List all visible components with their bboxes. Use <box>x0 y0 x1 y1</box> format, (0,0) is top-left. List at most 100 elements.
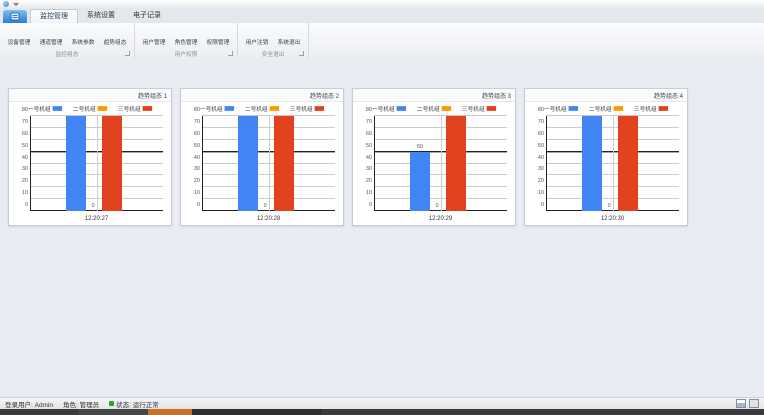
bar-value-label: 0 <box>435 203 439 209</box>
group-label: 安全退出 <box>261 51 285 58</box>
legend-item: 一号机组 <box>199 104 235 113</box>
y-tick-label: 10 <box>193 190 200 197</box>
legend-label: 二号机组 <box>416 106 440 113</box>
ribbon-button-trend-chart[interactable]: 趋势组态 <box>99 24 131 48</box>
y-tick-label: 50 <box>537 142 544 149</box>
exit-icon <box>282 25 297 39</box>
dialog-launcher-icon[interactable] <box>125 51 130 56</box>
main-content: 趋势组态 1 一号机组 二号机组 三号机组 0 10 20 30 40 50 60 70 80 0 12:2… <box>0 58 764 398</box>
y-tick-label: 0 <box>196 202 200 208</box>
y-tick-label: 40 <box>21 154 28 161</box>
y-tick-label: 70 <box>21 118 28 125</box>
x-axis-label: 12:20:30 <box>600 216 625 222</box>
bar-series-1 <box>581 116 602 211</box>
ribbon-button-label: 系统参数 <box>71 40 95 46</box>
legend-swatch <box>441 105 452 111</box>
ribbon-group-3: 用户注销 系统退出安全退出 <box>238 23 309 58</box>
ribbon-button-label: 用户注销 <box>245 40 269 46</box>
bar-value-label: 50 <box>416 143 423 150</box>
y-axis <box>546 116 547 211</box>
y-tick-label: 80 <box>193 107 200 113</box>
bar-series-3 <box>101 116 122 211</box>
file-button[interactable] <box>3 10 27 23</box>
y-tick-label: 30 <box>193 166 200 173</box>
bar-value-label: 0 <box>263 203 267 209</box>
group-label: 用户权限 <box>174 51 198 58</box>
list-toggle-icon[interactable] <box>749 399 759 408</box>
gridline <box>30 115 163 116</box>
y-tick-label: 20 <box>537 178 544 185</box>
bar-series-1 <box>65 116 86 211</box>
legend-item: 三号机组 <box>118 104 153 112</box>
ribbon-button-exit[interactable]: 系统退出 <box>273 24 305 48</box>
legend-swatch <box>658 105 669 111</box>
user-logout-icon <box>250 25 265 39</box>
ribbon-group-2: 用户管理 角色管理 权限管理 用户权限 <box>135 23 238 58</box>
y-tick-label: 80 <box>21 107 28 113</box>
dialog-launcher-icon[interactable] <box>228 51 233 56</box>
ribbon-button-topology[interactable]: 通道管理 <box>35 24 67 48</box>
ribbon-button-devices[interactable]: 设备管理 <box>3 24 35 48</box>
tab-1[interactable]: 监控管理 <box>30 9 78 23</box>
tab-3[interactable]: 电子记录 <box>133 12 161 19</box>
layout-toggle-icon[interactable] <box>736 399 746 408</box>
chart-panel-2: 趋势组态 2 一号机组 二号机组 三号机组 0 10 20 30 40 50 60 70 80 0 12:2… <box>180 88 344 226</box>
chart-plot: 0 10 20 30 40 50 60 70 80 0 12:20:30 <box>538 107 679 222</box>
chart-legend: 一号机组 二号机组 三号机组 <box>9 102 171 114</box>
legend-label: 一号机组 <box>371 106 395 113</box>
legend-item: 二号机组 <box>589 104 624 112</box>
y-tick-label: 0 <box>540 202 544 208</box>
ribbon-button-permission[interactable]: 权限管理 <box>202 24 234 48</box>
y-tick-label: 50 <box>193 142 200 149</box>
charts-row: 趋势组态 1 一号机组 二号机组 三号机组 0 10 20 30 40 50 60 70 80 0 12:2… <box>0 58 764 226</box>
permission-icon <box>211 25 226 39</box>
legend-label: 二号机组 <box>72 106 96 113</box>
chevron-down-icon[interactable] <box>13 2 19 6</box>
chart-panel-title: 趋势组态 1 <box>9 89 171 102</box>
y-tick-label: 60 <box>537 130 544 137</box>
y-tick-label: 30 <box>365 166 372 173</box>
legend-swatch <box>97 105 108 111</box>
bar-series-3 <box>273 116 294 211</box>
y-tick-label: 30 <box>21 166 28 173</box>
y-tick-label: 60 <box>21 130 28 137</box>
y-tick-label: 0 <box>24 202 28 208</box>
taskbar-segment-3[interactable] <box>192 409 322 415</box>
y-tick-label: 70 <box>193 118 200 125</box>
legend-swatch <box>224 105 235 111</box>
os-taskbar[interactable] <box>0 409 764 415</box>
y-tick-label: 80 <box>537 107 544 113</box>
dialog-launcher-icon[interactable] <box>299 51 304 56</box>
statusbar-right <box>736 399 759 408</box>
legend-label: 一号机组 <box>543 106 567 113</box>
app-icon[interactable] <box>3 1 9 7</box>
ribbon-button-roles[interactable]: 角色管理 <box>170 24 202 48</box>
status-user: 登录用户: Admin <box>5 401 54 409</box>
chart-panel-1: 趋势组态 1 一号机组 二号机组 三号机组 0 10 20 30 40 50 60 70 80 0 12:2… <box>8 88 172 226</box>
y-axis <box>374 116 375 211</box>
file-icon <box>10 12 20 21</box>
legend-item: 二号机组 <box>245 104 280 112</box>
taskbar-segment-1[interactable] <box>78 409 148 415</box>
x-axis-label: 12:20:29 <box>428 216 453 222</box>
chart-legend: 一号机组 二号机组 三号机组 <box>353 102 515 114</box>
ribbon: 设备管理 通道管理 系统参数 趋势组态 监控组态 用户管理 角色管理 权限管理 用户权限 用户注销… <box>0 23 764 59</box>
y-axis <box>30 116 31 211</box>
ribbon-button-user-list[interactable]: 用户管理 <box>138 24 170 48</box>
tab-2[interactable]: 系统设置 <box>87 12 115 19</box>
x-axis-label: 12:20:28 <box>256 216 281 222</box>
category-gridline <box>440 116 442 211</box>
y-tick-label: 10 <box>365 190 372 197</box>
y-axis <box>202 116 203 211</box>
legend-label: 一号机组 <box>199 106 223 113</box>
ribbon-button-user-logout[interactable]: 用户注销 <box>241 24 273 48</box>
ribbon-button-globe[interactable]: 系统参数 <box>67 24 99 48</box>
taskbar-segment-2[interactable] <box>148 409 192 415</box>
ribbon-tabs: 监控管理 系统设置 电子记录 <box>30 9 170 23</box>
ribbon-button-label: 用户管理 <box>142 40 166 46</box>
chart-panel-title: 趋势组态 2 <box>181 89 343 102</box>
chart-legend: 一号机组 二号机组 三号机组 <box>525 102 687 114</box>
legend-item: 一号机组 <box>543 104 579 113</box>
legend-swatch <box>269 105 280 111</box>
ribbon-button-label: 设备管理 <box>7 40 31 46</box>
